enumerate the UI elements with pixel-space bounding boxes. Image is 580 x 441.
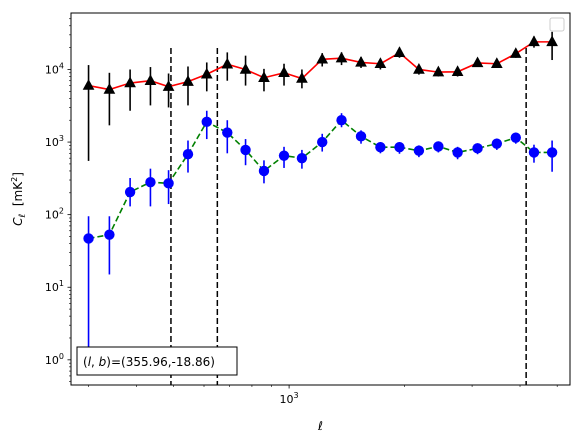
tick-label-base: 10 bbox=[45, 281, 59, 294]
annotation-open: ( bbox=[83, 355, 88, 369]
data-point-triangle bbox=[509, 47, 522, 58]
annotation-close: ) bbox=[106, 355, 111, 369]
annotation-b: b bbox=[99, 355, 107, 369]
data-point-circle bbox=[278, 150, 290, 161]
data-point-triangle bbox=[451, 65, 464, 76]
tick-label-base: 10 bbox=[45, 209, 59, 222]
legend-box bbox=[549, 17, 565, 32]
legend bbox=[549, 17, 565, 32]
data-point-circle bbox=[83, 233, 94, 244]
y-axis-label: Cℓ [mK2] bbox=[10, 172, 28, 226]
y-tick-label: 100 bbox=[45, 352, 64, 367]
tick-label-base: 10 bbox=[45, 63, 59, 76]
data-point-circle bbox=[104, 229, 115, 240]
data-point-triangle bbox=[296, 72, 308, 83]
data-point-circle bbox=[222, 127, 233, 138]
data-point-circle bbox=[124, 186, 136, 198]
y-tick-label: 102 bbox=[45, 207, 64, 222]
series-1 bbox=[83, 110, 558, 357]
data-point-triangle bbox=[471, 56, 484, 68]
data-point-circle bbox=[394, 141, 405, 153]
data-point-circle bbox=[258, 165, 270, 177]
data-point-triangle bbox=[335, 51, 348, 63]
data-point-triangle bbox=[124, 76, 136, 88]
tick-label-exponent: 1 bbox=[59, 279, 64, 288]
tick-label-exponent: 3 bbox=[59, 134, 64, 143]
y-tick-label: 104 bbox=[45, 61, 64, 76]
annotation-value: =(355.96,-18.86) bbox=[111, 355, 215, 369]
data-point-circle bbox=[413, 145, 425, 156]
data-point-triangle bbox=[162, 80, 175, 91]
data-point-triangle bbox=[528, 35, 540, 47]
y-axis-label-space bbox=[11, 206, 25, 214]
data-point-circle bbox=[433, 141, 444, 152]
y-tick-label: 101 bbox=[45, 279, 64, 294]
data-point-triangle bbox=[546, 35, 558, 47]
tick-label-exponent: 4 bbox=[59, 61, 64, 70]
data-point-circle bbox=[355, 131, 367, 142]
data-point-triangle bbox=[490, 57, 503, 68]
tick-label-exponent: 2 bbox=[59, 207, 64, 216]
data-point-triangle bbox=[355, 55, 367, 67]
data-point-triangle bbox=[144, 74, 157, 85]
vertical-lines bbox=[170, 48, 527, 385]
data-point-triangle bbox=[182, 75, 194, 86]
data-point-circle bbox=[452, 147, 463, 158]
tick-label-exponent: 3 bbox=[294, 391, 299, 400]
data-point-circle bbox=[240, 144, 251, 156]
annotation-comma: , bbox=[91, 355, 99, 369]
data-point-circle bbox=[491, 138, 503, 149]
data-point-triangle bbox=[432, 65, 445, 77]
data-point-circle bbox=[375, 141, 386, 153]
data-point-circle bbox=[182, 149, 194, 160]
data-point-circle bbox=[296, 152, 308, 164]
y-axis-label-unit-close: ] bbox=[11, 172, 25, 177]
data-point-circle bbox=[546, 147, 558, 158]
series-0 bbox=[82, 31, 558, 161]
annotation-text: (l, b)=(355.96,-18.86) bbox=[83, 355, 215, 369]
data-point-circle bbox=[510, 132, 521, 143]
data-point-circle bbox=[145, 176, 156, 188]
data-point-triangle bbox=[278, 66, 290, 78]
y-axis-label-main: C bbox=[11, 217, 25, 226]
y-axis-label-unit-exponent: 2 bbox=[10, 177, 19, 182]
data-point-triangle bbox=[200, 67, 213, 79]
data-point-triangle bbox=[103, 82, 116, 94]
tick-label-base: 10 bbox=[45, 354, 59, 367]
data-point-circle bbox=[163, 178, 174, 189]
data-point-circle bbox=[201, 116, 212, 128]
y-tick-label: 103 bbox=[45, 134, 64, 149]
x-axis-label: ℓ bbox=[317, 419, 323, 433]
data-point-triangle bbox=[258, 71, 270, 82]
data-series bbox=[82, 31, 558, 357]
data-point-triangle bbox=[393, 46, 406, 57]
axes-frame bbox=[70, 12, 571, 386]
data-point-circle bbox=[317, 136, 328, 148]
data-point-triangle bbox=[316, 52, 329, 64]
data-point-circle bbox=[336, 115, 347, 126]
tick-label-base: 10 bbox=[45, 136, 59, 149]
axis-labels: ℓCℓ [mK2] bbox=[10, 172, 323, 433]
data-point-triangle bbox=[239, 62, 252, 74]
tick-label-exponent: 0 bbox=[59, 352, 64, 361]
data-point-triangle bbox=[413, 62, 425, 74]
tick-label-base: 10 bbox=[280, 393, 294, 406]
data-point-triangle bbox=[374, 57, 387, 68]
data-point-triangle bbox=[82, 79, 95, 90]
data-point-triangle bbox=[221, 57, 234, 69]
annotation-box bbox=[76, 346, 238, 376]
data-point-circle bbox=[472, 143, 483, 154]
data-point-circle bbox=[528, 147, 540, 158]
annotation-l: l bbox=[88, 355, 92, 369]
x-tick-label: 103 bbox=[280, 391, 299, 406]
annotation: (l, b)=(355.96,-18.86) bbox=[76, 346, 238, 376]
y-axis-label-subscript: ℓ bbox=[18, 214, 28, 219]
y-axis-label-unit: [mK bbox=[11, 181, 25, 206]
